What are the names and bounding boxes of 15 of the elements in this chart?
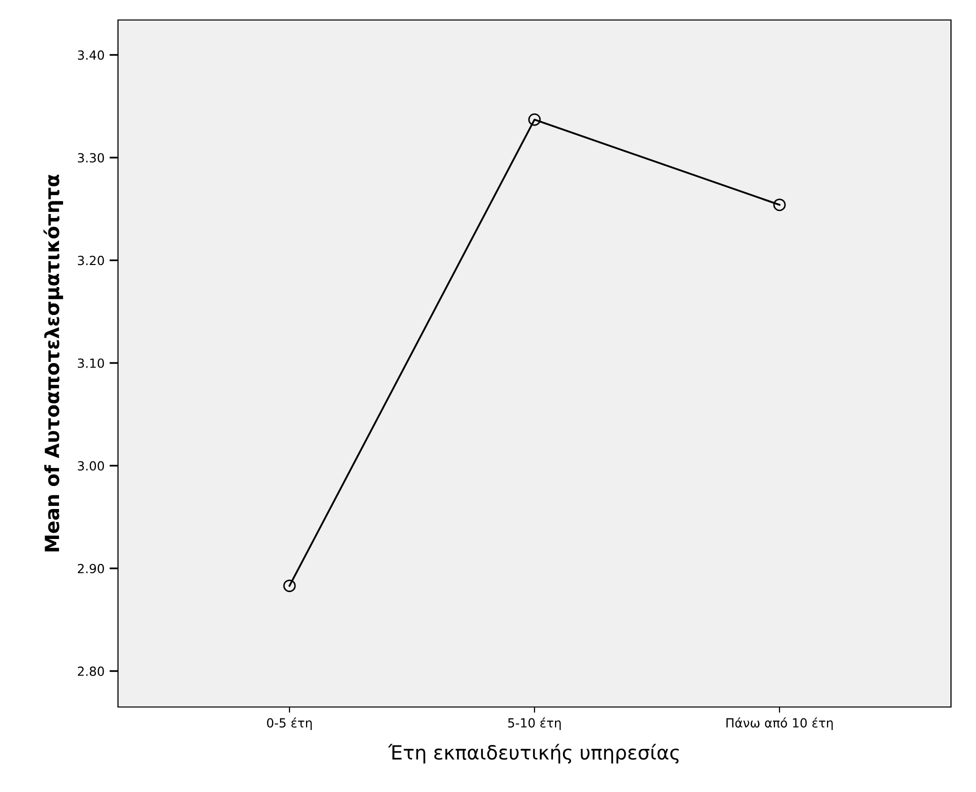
point	[528, 113, 541, 126]
x-tick-label: 0-5 έτη	[267, 717, 312, 730]
x-tick-label: 5-10 έτη	[508, 717, 561, 730]
x-tick-label: Πάνω από 10 έτη	[726, 717, 833, 730]
point	[773, 198, 786, 212]
point	[283, 580, 296, 592]
y-tick-label: 3.20	[78, 256, 104, 266]
y-tick-label: 3.10	[78, 358, 104, 368]
y-tick-label: 3.40	[78, 50, 104, 60]
y-tick-label: 2.80	[78, 666, 104, 676]
y-tick-label: 3.00	[78, 461, 104, 471]
y-axis-title: Mean of Αυτοαποτελεσματικότητα	[43, 174, 64, 552]
x-axis-title: Έτη εκπαιδευτικής υπηρεσίας	[388, 744, 679, 764]
y-tick-label: 2.90	[78, 564, 104, 574]
y-tick-label: 3.30	[78, 153, 104, 163]
